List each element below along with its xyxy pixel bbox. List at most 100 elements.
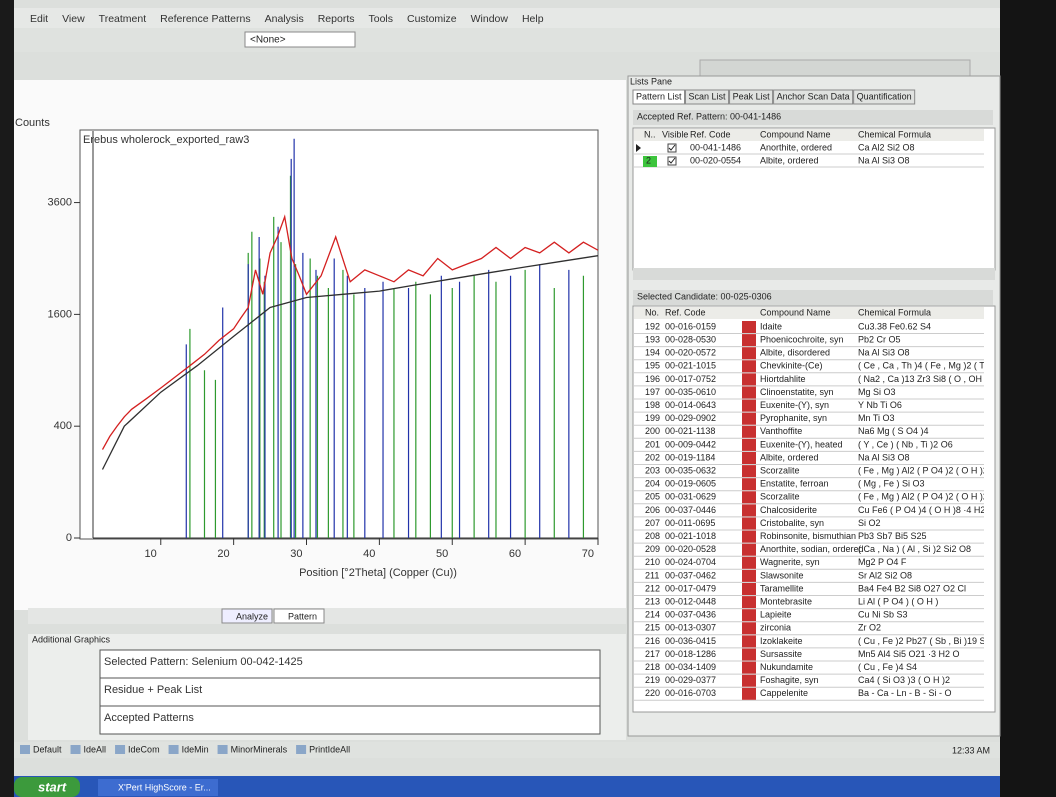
desktop-button[interactable]: PrintIdeAll xyxy=(309,744,350,754)
menu-item[interactable]: Tools xyxy=(368,13,393,25)
list-tab-label[interactable]: Anchor Scan Data xyxy=(777,91,850,101)
cell[interactable]: 194 xyxy=(645,348,660,358)
column-header[interactable]: N.. xyxy=(644,129,656,139)
cell[interactable]: 209 xyxy=(645,544,660,554)
cell: Slawsonite xyxy=(760,570,804,580)
cell: Lapieite xyxy=(760,610,792,620)
score-cell xyxy=(742,413,756,425)
cell: Wagnerite, syn xyxy=(760,557,820,567)
menu-item[interactable]: View xyxy=(62,13,85,25)
desktop-icon[interactable] xyxy=(218,745,228,754)
cell: 00-012-0448 xyxy=(665,596,716,606)
scrollbar[interactable] xyxy=(633,268,995,280)
cell: 00-017-0752 xyxy=(665,374,716,384)
menu-item[interactable]: Edit xyxy=(30,13,48,25)
view-tab-label[interactable]: Analyze xyxy=(236,611,268,621)
cell[interactable]: 197 xyxy=(645,387,660,397)
task-label[interactable]: X'Pert HighScore - Er... xyxy=(118,782,211,792)
cell[interactable]: 210 xyxy=(645,557,660,567)
score-cell xyxy=(742,531,756,543)
desktop-icon[interactable] xyxy=(169,745,179,754)
menu-item[interactable]: Analysis xyxy=(265,13,304,25)
x-axis-label: Position [°2Theta] (Copper (Cu)) xyxy=(299,567,457,579)
cell[interactable]: 220 xyxy=(645,688,660,698)
column-header[interactable]: Ref. Code xyxy=(665,307,706,317)
graphics-row-label: Accepted Patterns xyxy=(104,712,194,724)
view-tab-label[interactable]: Pattern xyxy=(288,611,317,621)
desktop-icon[interactable] xyxy=(115,745,125,754)
score-cell xyxy=(742,426,756,438)
cell: 00-020-0572 xyxy=(665,348,716,358)
column-header[interactable]: Compound Name xyxy=(760,129,831,139)
column-header[interactable]: Chemical Formula xyxy=(858,129,931,139)
menu-item[interactable]: Reports xyxy=(318,13,355,25)
cell[interactable]: 203 xyxy=(645,465,660,475)
menu-item[interactable]: Treatment xyxy=(99,13,147,25)
cell[interactable]: 213 xyxy=(645,596,660,606)
cell[interactable]: 211 xyxy=(645,570,659,580)
cell: Albite, ordered xyxy=(760,452,819,462)
score-cell xyxy=(742,452,756,464)
cell: 00-017-0479 xyxy=(665,583,716,593)
menu-item[interactable]: Reference Patterns xyxy=(160,13,250,25)
cell[interactable]: 202 xyxy=(645,452,660,462)
cell[interactable]: 199 xyxy=(645,413,660,423)
cell[interactable]: 195 xyxy=(645,361,660,371)
menu-item[interactable]: Help xyxy=(522,13,544,25)
column-header[interactable]: Compound Name xyxy=(760,307,831,317)
cell[interactable]: 214 xyxy=(645,610,660,620)
candidate-label: Selected Candidate: 00-025-0306 xyxy=(637,291,772,301)
clock: 12:33 AM xyxy=(952,745,990,755)
cell[interactable]: 219 xyxy=(645,675,660,685)
cell: Na Al Si3 O8 xyxy=(858,452,910,462)
cell[interactable]: 206 xyxy=(645,505,660,515)
score-cell xyxy=(742,491,756,503)
y-tick-label: 3600 xyxy=(48,196,72,208)
cell: ( Mg , Fe ) Si O3 xyxy=(858,479,925,489)
menu-item[interactable]: Window xyxy=(471,13,509,25)
cell[interactable]: 201 xyxy=(645,439,660,449)
cell[interactable]: 196 xyxy=(645,374,660,384)
cell[interactable]: 193 xyxy=(645,334,660,344)
desktop-button[interactable]: IdeCom xyxy=(128,744,160,754)
cell[interactable]: 208 xyxy=(645,531,660,541)
cell: Albite, disordered xyxy=(760,348,830,358)
list-tab-label[interactable]: Scan List xyxy=(689,91,727,101)
cell[interactable]: 192 xyxy=(645,321,660,331)
cell[interactable]: 212 xyxy=(645,583,660,593)
score-cell xyxy=(742,347,756,359)
cell[interactable]: 198 xyxy=(645,400,660,410)
desktop-icon[interactable] xyxy=(296,745,306,754)
cell[interactable]: 215 xyxy=(645,623,660,633)
tool-strip xyxy=(700,60,970,78)
column-header[interactable]: Chemical Formula xyxy=(858,307,931,317)
cell[interactable]: 207 xyxy=(645,518,660,528)
list-tab-label[interactable]: Peak List xyxy=(733,91,771,101)
cell: Pb3 Sb7 Bi5 S25 xyxy=(858,531,927,541)
desktop-icon[interactable] xyxy=(71,745,81,754)
desktop-button[interactable]: IdeMin xyxy=(182,744,209,754)
cell[interactable]: 217 xyxy=(645,649,660,659)
cell[interactable]: 204 xyxy=(645,479,660,489)
desktop-button[interactable]: Default xyxy=(33,744,62,754)
dropdown-text[interactable]: <None> xyxy=(250,35,286,46)
desktop-icon[interactable] xyxy=(20,745,30,754)
cell: Hiortdahlite xyxy=(760,374,806,384)
cell[interactable]: 205 xyxy=(645,492,660,502)
column-header[interactable]: No. xyxy=(645,307,659,317)
menu-item[interactable]: Customize xyxy=(407,13,457,25)
cell: Izoklakeite xyxy=(760,636,803,646)
cell: Zr O2 xyxy=(858,623,881,633)
list-tab-label[interactable]: Pattern List xyxy=(636,91,682,101)
cell[interactable]: 216 xyxy=(645,636,660,646)
column-header[interactable]: Ref. Code xyxy=(690,129,731,139)
cell: Nukundamite xyxy=(760,662,813,672)
cell[interactable]: 200 xyxy=(645,426,660,436)
column-header[interactable]: Visible xyxy=(662,129,688,139)
cell[interactable]: 218 xyxy=(645,662,660,672)
desktop-button[interactable]: IdeAll xyxy=(84,744,107,754)
cell: Y Nb Ti O6 xyxy=(858,400,902,410)
start-label[interactable]: start xyxy=(38,779,67,794)
list-tab-label[interactable]: Quantification xyxy=(857,91,912,101)
desktop-button[interactable]: MinorMinerals xyxy=(231,744,288,754)
